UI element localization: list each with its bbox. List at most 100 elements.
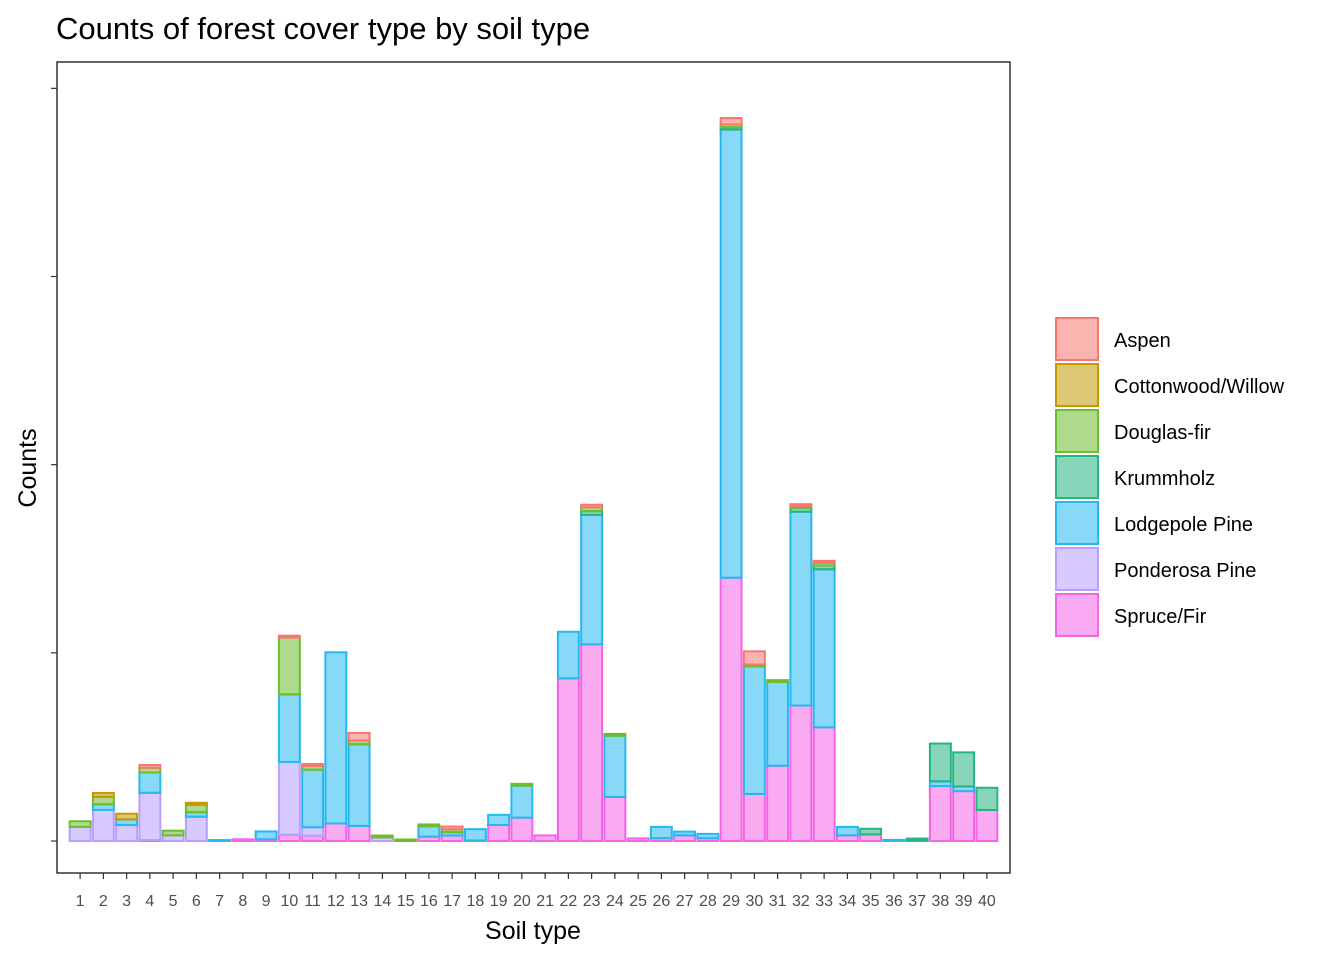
bar-segment-32-spruce-fir [789,704,813,843]
bar-segment-2-douglas-fir [91,795,115,806]
x-tick-label: 27 [676,893,694,910]
bar-segment-5-douglas-fir [161,829,185,837]
x-tick-label: 14 [373,893,391,910]
bar-segment-7-lodgepole-pine [208,839,232,843]
x-tick-label: 23 [583,893,601,910]
x-tick-label: 8 [238,893,247,910]
legend-label: Aspen [1114,330,1171,352]
bar-segment-16-lodgepole-pine [417,825,441,838]
x-tick-label: 40 [978,893,996,910]
bar-segment-12-lodgepole-pine [324,651,348,825]
bar-segment-34-lodgepole-pine [835,825,859,837]
bar-segment-39-krummholz [952,751,976,788]
bar-segment-24-douglas-fir [603,732,627,737]
legend-key-ponderosa-pine [1055,547,1099,591]
x-tick-label: 19 [490,893,508,910]
x-axis-ticks: 1 2 3 4 5 6 7 8 9 10 11 12 13 14 15 16 17 18 19 20 21 22 23 24 2… [76,873,996,910]
x-tick-label: 5 [169,893,178,910]
bar-segment-9-lodgepole-pine [254,830,278,841]
x-tick-label: 24 [606,893,624,910]
legend-key-aspen [1055,317,1099,361]
bar-segment-13-spruce-fir [347,824,371,843]
bar-segment-11-aspen [301,763,325,767]
bar-segment-20-douglas-fir [510,782,534,787]
legend: Aspen Cottonwood/Willow Douglas-fir Krummho… [1055,317,1285,637]
bar-segment-22-lodgepole-pine [556,630,580,680]
bar-segment-25-spruce-fir [626,837,650,843]
x-tick-label: 4 [145,893,154,910]
bar-segment-18-lodgepole-pine [463,828,487,842]
y-axis-title: Counts [14,428,42,507]
legend-label: Douglas-fir [1114,422,1211,444]
x-tick-label: 15 [397,893,415,910]
bar-segment-36-lodgepole-pine [882,838,906,842]
legend-key-lodgepole-pine [1055,501,1099,545]
bar-segment-1-douglas-fir [68,820,92,828]
bar-segment-20-spruce-fir [510,816,534,843]
legend-label: Spruce/Fir [1114,606,1207,628]
legend-key-cottonwood-willow [1055,363,1099,407]
bar-segment-8-spruce-fir [231,838,255,843]
x-tick-label: 29 [722,893,740,910]
bar-segment-31-douglas-fir [766,679,790,684]
bar-segment-35-krummholz [859,827,883,836]
bar-segment-15-douglas-fir [394,838,418,843]
bar-segment-29-aspen [719,117,743,126]
bar-segment-33-spruce-fir [812,726,836,843]
bar-segment-6-ponderosa-pine [184,815,208,843]
bar-segment-2-ponderosa-pine [91,808,115,843]
x-tick-label: 28 [699,893,717,910]
bar-segment-11-ponderosa-pine [301,826,325,837]
bar-segment-4-aspen [138,763,162,769]
bar-segment-21-spruce-fir [533,834,557,843]
bar-segment-26-lodgepole-pine [649,825,673,840]
chart-title: Counts of forest cover type by soil type [56,11,590,46]
bar-segment-10-douglas-fir [277,636,301,696]
x-tick-label: 16 [420,893,438,910]
x-tick-label: 10 [280,893,298,910]
bar-segment-38-krummholz [928,742,952,783]
bar-segment-32-aspen [789,503,813,508]
x-axis-title: Soil type [485,917,581,945]
x-tick-label: 7 [215,893,224,910]
bar-segment-28-lodgepole-pine [696,832,720,840]
bar-segment-14-douglas-fir [370,834,394,839]
bar-segment-22-spruce-fir [556,677,580,843]
bar-segment-40-krummholz [975,786,999,811]
bar-segment-6-douglas-fir [184,803,208,814]
bar-segment-32-lodgepole-pine [789,510,813,707]
x-tick-label: 13 [350,893,368,910]
legend-label: Ponderosa Pine [1114,560,1256,582]
bar-segment-3-cottonwood-willow [115,812,139,821]
bar-segment-12-spruce-fir [324,822,348,843]
bar-segment-17-aspen [440,825,464,831]
bar-segment-27-lodgepole-pine [673,830,697,837]
bar-segment-23-aspen [580,503,604,509]
bar-segment-3-ponderosa-pine [115,824,139,843]
bar-segment-30-aspen [742,650,766,666]
bar-segment-19-spruce-fir [487,824,511,843]
bar-segment-23-lodgepole-pine [580,513,604,646]
bar-segment-4-ponderosa-pine [138,791,162,842]
x-tick-label: 25 [629,893,647,910]
bar-segment-16-douglas-fir [417,823,441,828]
legend-key-douglas-fir [1055,409,1099,453]
bar-segment-30-lodgepole-pine [742,665,766,795]
legend-key-krummholz [1055,455,1099,499]
bar-segment-23-spruce-fir [580,643,604,843]
x-tick-label: 9 [262,893,271,910]
legend-label: Krummholz [1114,468,1215,490]
bar-segment-19-lodgepole-pine [487,813,511,827]
x-tick-label: 11 [304,893,321,910]
bar-segment-1-ponderosa-pine [68,825,92,843]
bar-segment-39-spruce-fir [952,790,976,843]
legend-label: Cottonwood/Willow [1114,376,1285,398]
bar-segment-10-lodgepole-pine [277,693,301,763]
x-tick-label: 2 [99,893,108,910]
bar-segment-11-lodgepole-pine [301,768,325,829]
bar-segment-13-aspen [347,732,371,742]
x-tick-label: 30 [745,893,763,910]
x-tick-label: 22 [559,893,577,910]
x-tick-label: 21 [536,893,554,910]
